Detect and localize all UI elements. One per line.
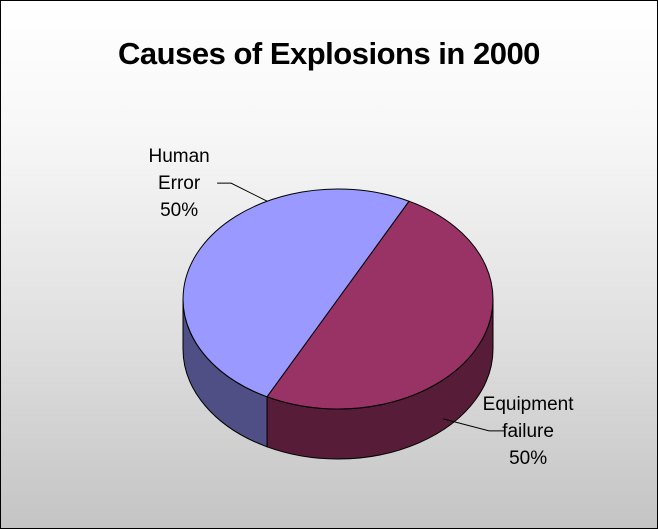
pie-slices — [182, 188, 494, 410]
data-labels: Equipment failure 50% Human Error 50% — [148, 146, 574, 469]
pie-slice — [266, 200, 494, 410]
data-label-percent: 50% — [160, 200, 198, 221]
data-label: Equipment failure 50% — [483, 394, 575, 469]
leader-lines — [217, 182, 506, 432]
data-label-text: Human — [148, 146, 209, 167]
chart-title: Causes of Explosions in 2000 — [118, 36, 540, 71]
data-label-text: Equipment — [483, 394, 575, 415]
leader-line — [217, 182, 268, 202]
pie-slice — [182, 188, 410, 398]
data-label-percent: 50% — [509, 448, 547, 469]
data-label: Human Error 50% — [148, 146, 209, 221]
leader-line — [442, 418, 506, 432]
data-label-text: failure — [502, 421, 554, 442]
data-label-text: Error — [158, 173, 201, 194]
